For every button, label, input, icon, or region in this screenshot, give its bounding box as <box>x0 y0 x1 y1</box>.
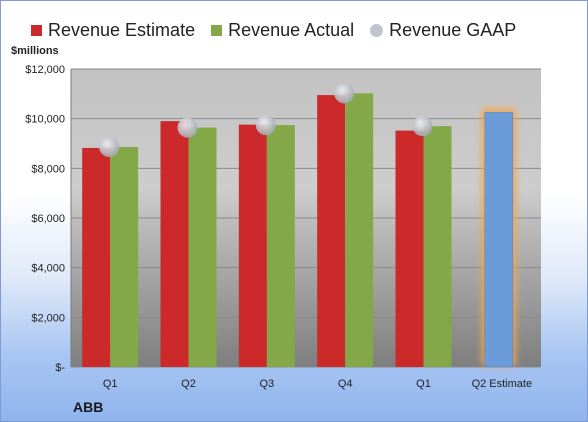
revenue-gaap-dot <box>177 117 198 138</box>
revenue-estimate-bar <box>82 147 111 367</box>
revenue-gaap-dot <box>255 115 276 136</box>
revenue-estimate-bar <box>317 95 346 367</box>
legend-label-revenue-gaap: Revenue GAAP <box>389 19 517 40</box>
y-tick-label: $12,000 <box>25 64 65 76</box>
legend-item-revenue-estimate: Revenue Estimate <box>31 20 195 41</box>
revenue-actual-bar <box>188 127 217 368</box>
y-tick-label: $- <box>55 362 65 374</box>
y-axis-unit-label: $millions <box>11 45 59 57</box>
legend-swatch-revenue-estimate <box>31 24 42 36</box>
x-tick-label: Q2 <box>181 378 196 390</box>
x-tick-label: Q4 <box>338 378 353 390</box>
y-tick-label: $10,000 <box>25 114 65 126</box>
revenue-gaap-dot <box>334 83 355 104</box>
legend-item-revenue-actual: Revenue Actual <box>211 20 354 41</box>
x-tick-label: Q1 <box>416 378 431 390</box>
y-tick-label: $6,000 <box>31 213 65 225</box>
revenue-actual-bar <box>345 93 374 367</box>
revenue-estimate-bar <box>395 130 424 367</box>
x-tick-label: Q2 Estimate <box>472 378 533 390</box>
company-label: ABB <box>73 399 104 415</box>
x-tick-label: Q1 <box>103 378 118 390</box>
legend-label-revenue-estimate: Revenue Estimate <box>48 19 196 40</box>
legend-swatch-revenue-gaap <box>370 23 384 37</box>
revenue-estimate-bar <box>484 112 514 368</box>
legend-item-revenue-gaap: Revenue GAAP <box>370 20 516 41</box>
revenue-actual-bar <box>266 125 295 367</box>
legend-swatch-revenue-actual <box>211 24 223 36</box>
revenue-actual-bar <box>423 126 452 367</box>
y-tick-label: $8,000 <box>31 163 65 175</box>
legend: Revenue Estimate Revenue Actual Revenue … <box>31 19 532 41</box>
revenue-gaap-dot <box>412 116 433 137</box>
revenue-actual-bar <box>110 146 139 367</box>
x-tick-label: Q3 <box>259 378 274 390</box>
revenue-gaap-dot <box>99 136 120 157</box>
revenue-estimate-bar <box>238 124 267 367</box>
revenue-estimate-bar <box>160 121 189 368</box>
y-tick-label: $4,000 <box>31 263 65 275</box>
y-tick-label: $2,000 <box>31 312 65 324</box>
legend-label-revenue-actual: Revenue Actual <box>228 19 355 40</box>
